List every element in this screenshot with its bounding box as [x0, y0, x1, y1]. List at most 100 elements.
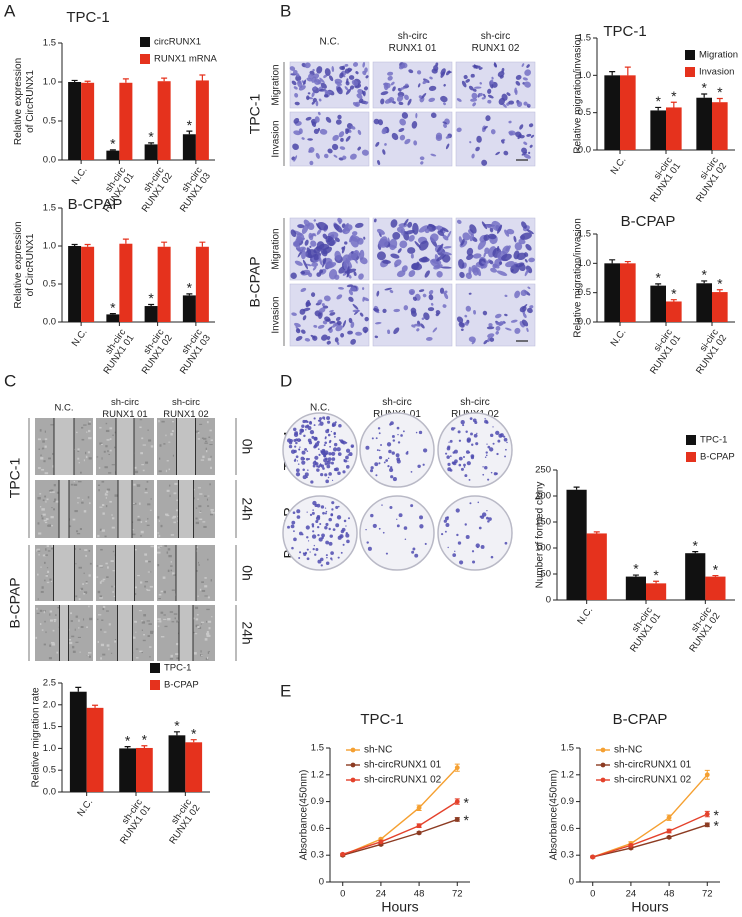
- texture: [97, 640, 99, 643]
- colony: [469, 502, 472, 505]
- cell: [346, 78, 349, 84]
- texture: [174, 617, 176, 620]
- texture: [105, 445, 108, 448]
- colony: [328, 517, 332, 522]
- texture: [47, 570, 50, 574]
- colony: [300, 456, 305, 461]
- cell: [469, 141, 472, 144]
- colony: [504, 541, 508, 545]
- texture: [102, 512, 105, 515]
- cell: [506, 92, 511, 96]
- cell: [326, 263, 334, 268]
- cell: [301, 329, 306, 334]
- texture: [35, 636, 38, 639]
- texture: [39, 623, 42, 625]
- colony: [335, 505, 339, 509]
- cell: [442, 121, 448, 125]
- cell: [428, 85, 437, 91]
- colony: [291, 546, 294, 550]
- y-axis-label: Number of formed clony: [535, 482, 546, 589]
- cell: [339, 146, 346, 150]
- colony: [481, 512, 487, 517]
- cell: [373, 218, 377, 223]
- colony: [307, 438, 312, 443]
- colony: [321, 450, 326, 456]
- colony: [309, 429, 315, 435]
- bar: [650, 110, 666, 150]
- cell: [422, 293, 427, 298]
- cell: [306, 95, 310, 101]
- cell: [315, 152, 320, 159]
- cell: [430, 302, 434, 306]
- colony: [340, 535, 343, 537]
- colony: [342, 543, 345, 546]
- texture: [109, 438, 112, 440]
- texture: [168, 468, 171, 471]
- cell: [501, 139, 505, 144]
- texture: [44, 472, 49, 475]
- colony: [449, 455, 452, 457]
- texture: [42, 440, 45, 443]
- cell: [344, 86, 349, 91]
- cell: [441, 251, 452, 256]
- texture: [138, 502, 141, 505]
- cell: [429, 233, 439, 242]
- texture: [41, 586, 44, 589]
- texture: [210, 508, 214, 511]
- legend-label: TPC-1: [164, 663, 191, 674]
- cell: [333, 154, 338, 158]
- colony: [445, 452, 448, 455]
- colony: [447, 546, 449, 549]
- texture: [43, 610, 45, 614]
- colony: [471, 443, 474, 446]
- legend-swatch: [686, 452, 696, 462]
- row-label: 0h: [239, 565, 255, 581]
- texture: [149, 656, 151, 658]
- texture: [104, 535, 107, 538]
- texture: [39, 493, 42, 495]
- colony: [472, 455, 474, 457]
- error-bar: [84, 80, 91, 83]
- colony: [468, 451, 471, 454]
- texture: [82, 618, 85, 621]
- cell: [344, 241, 348, 245]
- texture: [48, 524, 51, 527]
- cell: [487, 88, 492, 94]
- colony: [329, 534, 333, 538]
- error-bar: [141, 745, 148, 748]
- colony: [295, 441, 298, 445]
- cell: [348, 296, 354, 302]
- legend-label: sh-circRUNX1 01: [364, 760, 442, 771]
- texture: [158, 420, 160, 423]
- cell: [334, 250, 342, 261]
- texture: [89, 502, 91, 505]
- colony: [311, 511, 315, 515]
- texture: [197, 595, 199, 597]
- colony: [452, 451, 456, 454]
- cell: [435, 134, 443, 141]
- y-tick-label: 250: [535, 465, 551, 476]
- texture: [132, 636, 136, 639]
- texture: [52, 452, 54, 455]
- colony: [505, 448, 507, 451]
- texture: [145, 461, 149, 464]
- cell: [475, 146, 480, 152]
- texture: [51, 507, 53, 509]
- texture: [75, 563, 77, 565]
- colony: [397, 441, 401, 444]
- colony: [450, 427, 455, 431]
- cell: [521, 151, 528, 156]
- colony: [396, 518, 398, 520]
- cell: [321, 303, 325, 307]
- colony: [329, 445, 332, 448]
- texture: [46, 545, 50, 548]
- texture: [87, 654, 90, 657]
- cell: [469, 233, 475, 242]
- texture: [82, 499, 84, 501]
- texture: [168, 441, 171, 443]
- cell: [294, 260, 303, 266]
- cell: [477, 239, 487, 250]
- texture: [41, 517, 44, 520]
- column-header-line: sh-circ: [111, 397, 139, 408]
